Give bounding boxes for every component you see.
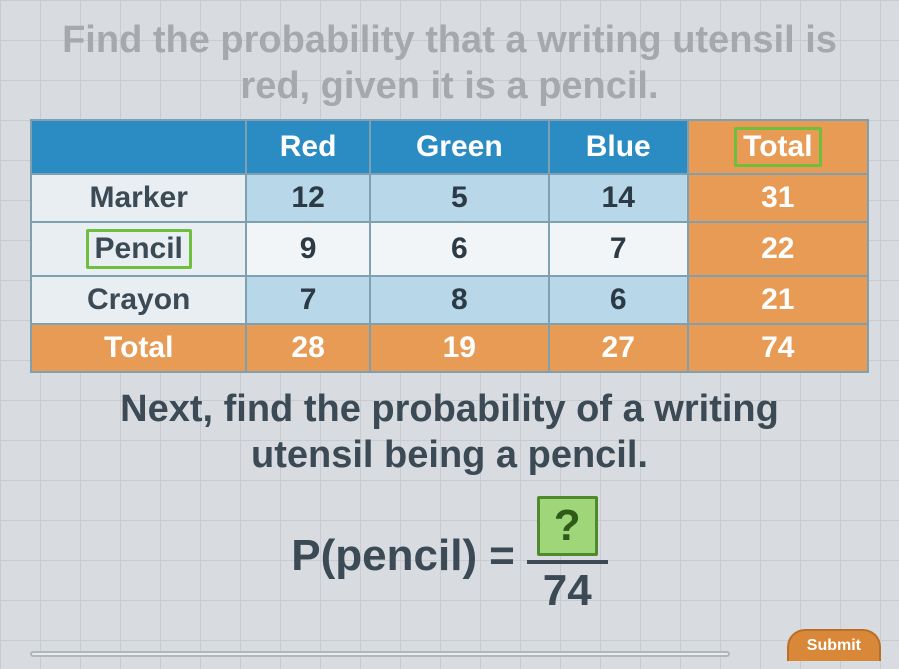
header-empty (31, 120, 246, 174)
cell: 6 (549, 276, 688, 324)
instruction-line2: utensil being a pencil. (251, 434, 648, 476)
cell: 12 (246, 174, 369, 222)
cell: 19 (370, 324, 549, 372)
formula: P(pencil) = ? 74 (30, 496, 869, 616)
header-green: Green (370, 120, 549, 174)
cell: 28 (246, 324, 369, 372)
header-blue: Blue (549, 120, 688, 174)
cell: 8 (370, 276, 549, 324)
row-label-pencil-highlight: Pencil (86, 229, 192, 269)
cell: 5 (370, 174, 549, 222)
cell-total: 74 (688, 324, 868, 372)
question-text: Find the probability that a writing uten… (30, 18, 869, 109)
cell: 6 (370, 222, 549, 276)
instruction-line1: Next, find the probability of a writing (120, 388, 779, 430)
row-label-crayon: Crayon (31, 276, 246, 324)
cell: 9 (246, 222, 369, 276)
table-row: Marker 12 5 14 31 (31, 174, 868, 222)
cell-total: 31 (688, 174, 868, 222)
header-red: Red (246, 120, 369, 174)
answer-input-box[interactable]: ? (537, 496, 598, 556)
cell-total: 22 (688, 222, 868, 276)
progress-bar (30, 651, 730, 657)
row-label-total: Total (31, 324, 246, 372)
instruction-text: Next, find the probability of a writing … (30, 387, 869, 478)
table-header-row: Red Green Blue Total (31, 120, 868, 174)
cell: 7 (549, 222, 688, 276)
header-total-highlight: Total (734, 127, 821, 167)
formula-numerator: ? (527, 496, 608, 564)
header-total: Total (688, 120, 868, 174)
row-label-marker: Marker (31, 174, 246, 222)
cell: 7 (246, 276, 369, 324)
submit-button[interactable]: Submit (787, 629, 881, 661)
formula-denominator: 74 (543, 564, 592, 616)
data-table: Red Green Blue Total Marker 12 5 14 31 P… (30, 119, 869, 373)
cell: 27 (549, 324, 688, 372)
table-row: Crayon 7 8 6 21 (31, 276, 868, 324)
formula-lhs: P(pencil) (291, 531, 477, 581)
row-label-pencil: Pencil (31, 222, 246, 276)
cell: 14 (549, 174, 688, 222)
table-row: Pencil 9 6 7 22 (31, 222, 868, 276)
cell-total: 21 (688, 276, 868, 324)
formula-fraction: ? 74 (527, 496, 608, 616)
table-row-total: Total 28 19 27 74 (31, 324, 868, 372)
formula-eq: = (489, 531, 515, 581)
